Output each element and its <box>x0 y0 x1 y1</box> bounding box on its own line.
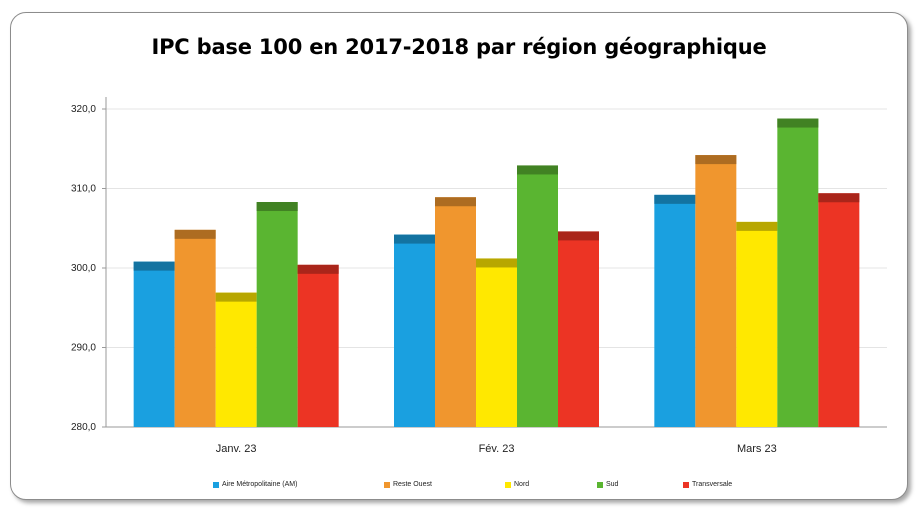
bar <box>174 229 216 427</box>
bar-top-face <box>174 229 216 239</box>
legend-item: Aire Métropolitaine (AM) <box>213 481 297 488</box>
y-tick-label: 280,0 <box>71 422 96 433</box>
bar <box>777 118 819 427</box>
bar <box>654 194 696 427</box>
legend-label: Aire Métropolitaine (AM) <box>222 481 298 488</box>
legend-swatch <box>597 481 603 488</box>
bar-top-face <box>777 118 819 128</box>
bar <box>394 234 435 427</box>
bar-top-face <box>517 165 558 175</box>
y-tick-label: 320,0 <box>71 104 96 115</box>
legend-item: Sud <box>597 481 618 488</box>
bar-top-face <box>133 261 175 271</box>
bar <box>558 231 599 427</box>
bar <box>818 193 860 427</box>
chart-card: IPC base 100 en 2017-2018 par région géo… <box>10 12 908 500</box>
bar-top-face <box>435 197 476 207</box>
bar-top-face <box>736 221 778 231</box>
bar-top-face <box>297 264 339 274</box>
bar <box>476 258 517 427</box>
y-tick-label: 290,0 <box>71 343 96 354</box>
legend-label: Transversale <box>692 481 733 488</box>
bar-top-face <box>394 234 435 244</box>
x-category-label: Janv. 23 <box>216 443 257 455</box>
chart-legend: Aire Métropolitaine (AM) Reste Ouest Nord S… <box>11 481 907 495</box>
bar-top-face <box>476 258 517 268</box>
chart-title: IPC base 100 en 2017-2018 par région géo… <box>151 35 767 59</box>
bar-top-face <box>256 202 298 212</box>
bar-top-face <box>654 194 696 204</box>
legend-label: Sud <box>606 481 619 488</box>
y-tick-label: 310,0 <box>71 184 96 195</box>
legend-swatch <box>683 481 689 488</box>
legend-label: Nord <box>514 481 530 488</box>
bar <box>517 165 558 427</box>
x-category-label: Mars 23 <box>737 443 777 455</box>
bar <box>215 292 257 427</box>
bar <box>297 264 339 427</box>
legend-item: Nord <box>505 481 529 488</box>
y-tick-label: 300,0 <box>71 263 96 274</box>
legend-label: Reste Ouest <box>393 481 432 488</box>
bar <box>435 197 476 427</box>
bar-top-face <box>558 231 599 241</box>
bar-chart: 280,0 290,0 300,0 310,0 320,0 Janv. 23 Fév. 23… <box>71 97 887 455</box>
legend-item: Transversale <box>683 481 732 488</box>
legend-item: Reste Ouest <box>384 481 432 488</box>
bar-top-face <box>215 292 257 302</box>
bar <box>736 221 778 427</box>
legend-swatch <box>213 481 219 488</box>
legend-swatch <box>505 481 511 488</box>
bar-top-face <box>695 155 737 165</box>
x-category-label: Fév. 23 <box>479 443 515 455</box>
bar <box>133 261 175 427</box>
bar <box>256 202 298 427</box>
bar-top-face <box>818 193 860 203</box>
bar <box>695 155 737 428</box>
legend-swatch <box>384 481 390 488</box>
